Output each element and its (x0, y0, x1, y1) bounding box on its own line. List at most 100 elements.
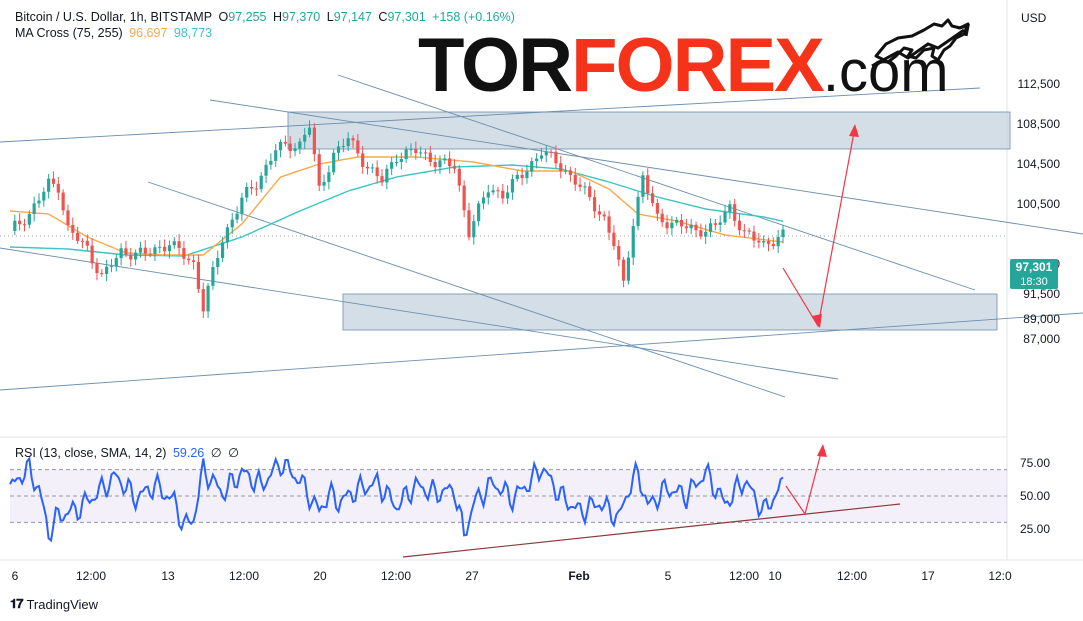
rsi-line (9, 456, 784, 543)
candle-body (143, 247, 147, 254)
candle-body (665, 222, 669, 229)
price-tick-label: 100,500 (1017, 197, 1061, 211)
ma-slow-line (9, 164, 784, 257)
open-label: O (218, 10, 229, 24)
trendline-descending-2 (337, 74, 976, 291)
candle-body (428, 152, 432, 163)
support-zone (342, 293, 998, 331)
candle-body (438, 160, 442, 168)
ma-label: MA Cross (75, 255) (15, 26, 123, 40)
time-tick-label: 12:00 (229, 569, 259, 583)
candle-body (230, 219, 234, 228)
candle-body (452, 166, 457, 169)
time-tick-label: 5 (665, 569, 672, 583)
candle-body (757, 240, 761, 243)
low-label: L (326, 10, 334, 24)
candle-body (737, 220, 742, 231)
candle-body (588, 186, 592, 198)
rsi-legend[interactable]: RSI (13, close, SMA, 14, 2) 59.26 ∅ ∅ (15, 445, 242, 460)
candle-body (660, 213, 664, 223)
candle-body (728, 204, 732, 212)
candle-body (51, 178, 56, 184)
bull-icon (871, 18, 970, 68)
time-tick-label: 27 (465, 569, 479, 583)
rsi-tick-label: 25.00 (1020, 522, 1050, 536)
candle-body (699, 230, 703, 237)
candle-body (559, 163, 563, 171)
candle-body (462, 185, 466, 211)
candle-body (380, 176, 384, 183)
ma-fast-line (9, 156, 784, 256)
currency-label[interactable]: USD (1021, 11, 1047, 25)
candle-body (486, 192, 490, 198)
candle-body (56, 183, 60, 193)
candle-body (278, 141, 283, 151)
ma-slow-value: 98,773 (173, 26, 213, 40)
candle-body (689, 224, 693, 229)
candle-body (621, 259, 626, 281)
time-tick-label: 6 (12, 569, 19, 583)
candle-body (544, 151, 548, 156)
time-tick-label: 10 (768, 569, 782, 583)
candle-body (510, 179, 515, 193)
candle-body (293, 148, 297, 152)
rsi-tick-label: 75.00 (1020, 456, 1050, 470)
candle-body (95, 263, 99, 274)
candle-body (650, 193, 655, 204)
trendline-descending-4 (0, 247, 839, 380)
time-tick-label: 12:00 (729, 569, 759, 583)
rsi-extra-1: ∅ (210, 446, 222, 460)
candle-body (597, 211, 602, 215)
candle-body (119, 248, 123, 259)
candle-body (578, 184, 582, 187)
candle-body (592, 197, 597, 212)
candle-body (520, 174, 524, 179)
price-tick-label: 89,000 (1023, 312, 1060, 326)
candle-body (679, 219, 684, 227)
candle-body (303, 134, 307, 142)
candle-body (85, 240, 89, 246)
candle-body (684, 226, 688, 229)
time-tick-label: 13 (161, 569, 175, 583)
candle-body (32, 203, 36, 215)
price-tick-label: 112,500 (1018, 77, 1061, 91)
ma-legend[interactable]: MA Cross (75, 255) 96,697 98,773 (15, 26, 215, 40)
candle-body (264, 164, 268, 176)
candle-body (409, 149, 413, 151)
candle-body (361, 153, 365, 167)
candle-body (307, 127, 312, 135)
candle-body (158, 246, 162, 248)
candle-body (206, 285, 210, 312)
candle-body (636, 196, 640, 227)
tradingview-brand[interactable]: 𝟏𝟕 TradingView (10, 596, 98, 612)
candle-body (254, 188, 258, 190)
forecast-arrow-path (782, 126, 856, 328)
candle-body (506, 192, 510, 199)
logo-forex: FOREX (571, 23, 825, 108)
candle-body (602, 214, 606, 217)
candle-body (235, 213, 239, 220)
candle-body (66, 210, 70, 225)
candle-body (269, 160, 273, 165)
candle-body (220, 242, 225, 259)
candle-body (776, 237, 780, 247)
candle-body (433, 162, 437, 168)
candle-body (167, 245, 172, 252)
candle-body (525, 171, 529, 179)
forecast-arrow-head-down (812, 314, 822, 328)
candle-body (694, 224, 698, 231)
candle-body (394, 161, 399, 163)
candle-body (240, 197, 244, 214)
candle-body (491, 190, 495, 193)
candle-body (448, 158, 452, 167)
candle-body (457, 168, 461, 186)
candle-body (196, 261, 201, 290)
tradingview-logo-icon: 𝟏𝟕 (10, 596, 24, 611)
candle-body (245, 187, 249, 198)
candle-body (42, 191, 46, 201)
candle-body (617, 245, 621, 260)
candle-body (419, 152, 423, 154)
time-tick-label: 12:00 (837, 569, 867, 583)
time-tick-label: 17 (921, 569, 935, 583)
candle-body (612, 232, 616, 246)
